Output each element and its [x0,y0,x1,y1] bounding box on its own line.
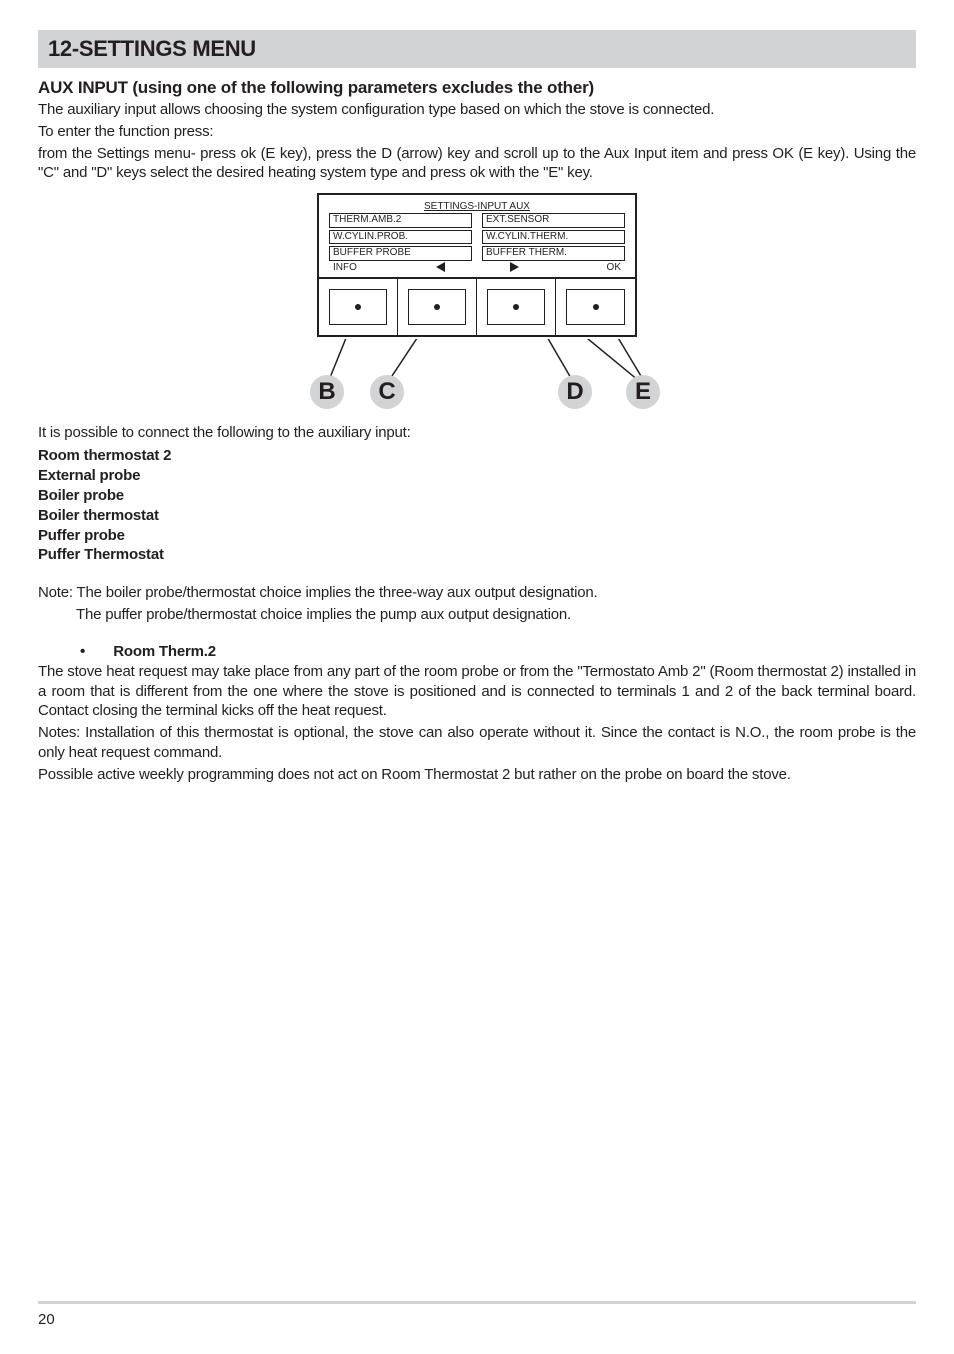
screen-softkeys: INFO OK [329,262,625,273]
aux-p1: The auxiliary input allows choosing the … [38,100,916,120]
screen-grid: THERM.AMB.2 EXT.SENSOR W.CYLIN.PROB. W.C… [329,213,625,261]
button-c [408,289,466,325]
page-number: 20 [38,1311,55,1328]
dot-icon [593,304,599,310]
list-item: Puffer probe [38,526,916,546]
roomtherm-bullet: • Room Therm.2 [38,643,916,660]
device-screen: SETTINGS-INPUT AUX THERM.AMB.2 EXT.SENSO… [319,195,635,279]
button-row [319,279,635,335]
softkey-left-arrow [403,262,477,273]
bullet-dot-icon: • [80,643,85,660]
note-line2: The puffer probe/thermostat choice impli… [38,605,916,625]
connectable-intro: It is possible to connect the following … [38,423,916,443]
aux-heading: AUX INPUT (using one of the following pa… [38,78,916,98]
triangle-right-icon [510,262,519,272]
softkey-info: INFO [329,262,403,273]
note-line1: Note: The boiler probe/thermostat choice… [38,583,916,603]
list-item: Boiler probe [38,486,916,506]
dot-icon [513,304,519,310]
button-cell-4 [556,279,635,335]
button-cell-1 [319,279,398,335]
dot-icon [434,304,440,310]
roomtherm-p3: Possible active weekly programming does … [38,765,916,785]
softkey-right-arrow [477,262,551,273]
list-item: External probe [38,466,916,486]
roomtherm-p1: The stove heat request may take place fr… [38,662,916,721]
aux-p3: from the Settings menu- press ok (E key)… [38,144,916,184]
cell-wcylin-prob: W.CYLIN.PROB. [329,230,472,245]
aux-p2: To enter the function press: [38,122,916,142]
page: 12-SETTINGS MENU AUX INPUT (using one of… [0,0,954,1354]
cell-buffer-therm: BUFFER THERM. [482,246,625,261]
cell-wcylin-therm: W.CYLIN.THERM. [482,230,625,245]
roomtherm-p2: Notes: Installation of this thermostat i… [38,723,916,763]
callout-lines [292,339,662,409]
cell-therm-amb2: THERM.AMB.2 [329,213,472,228]
label-b: B [310,375,344,409]
note-block: Note: The boiler probe/thermostat choice… [38,583,916,625]
list-item: Boiler thermostat [38,506,916,526]
triangle-left-icon [436,262,445,272]
dot-icon [355,304,361,310]
cell-ext-sensor: EXT.SENSOR [482,213,625,228]
label-e: E [626,375,660,409]
button-cell-2 [398,279,477,335]
device-frame: SETTINGS-INPUT AUX THERM.AMB.2 EXT.SENSO… [317,193,637,337]
footer-rule [38,1301,916,1304]
screen-title: SETTINGS-INPUT AUX [329,201,625,212]
button-cell-3 [477,279,556,335]
cell-buffer-probe: BUFFER PROBE [329,246,472,261]
roomtherm-label: Room Therm.2 [113,643,216,660]
softkey-ok: OK [551,262,625,273]
diagram-labels: B C D E [292,339,662,409]
button-e [566,289,625,325]
section-header: 12-SETTINGS MENU [38,30,916,68]
control-panel-diagram: SETTINGS-INPUT AUX THERM.AMB.2 EXT.SENSO… [292,193,662,409]
connectable-list: Room thermostat 2 External probe Boiler … [38,446,916,565]
list-item: Puffer Thermostat [38,545,916,565]
label-c: C [370,375,404,409]
button-d [487,289,545,325]
list-item: Room thermostat 2 [38,446,916,466]
label-d: D [558,375,592,409]
button-b [329,289,387,325]
page-title: 12-SETTINGS MENU [48,36,906,62]
